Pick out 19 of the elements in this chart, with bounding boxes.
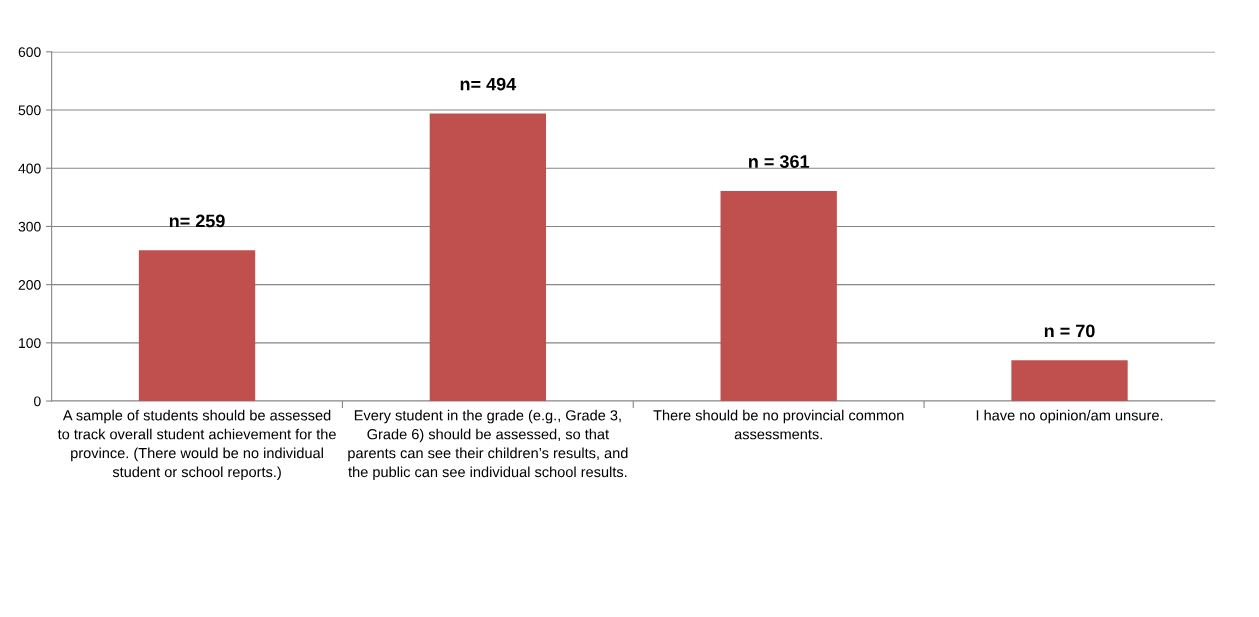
- x-tick-label: I have no opinion/am unsure.: [976, 409, 1163, 424]
- y-tick-label: 600: [18, 47, 41, 57]
- data-label: n = 70: [1044, 324, 1095, 338]
- data-label: n= 259: [169, 214, 225, 228]
- y-tick-label: 400: [18, 163, 41, 174]
- data-label: n = 361: [749, 155, 810, 168]
- y-tick-label: 0: [34, 396, 41, 407]
- x-tick-label: Every student in the grade (e.g., Grade 3, Grade 6) should be assessed, so that parents can see their children’s results, and the public can see individual school results.: [348, 409, 628, 481]
- y-tick-label: 300: [18, 221, 41, 232]
- y-tick-label: 500: [18, 105, 41, 116]
- bar: [138, 250, 256, 402]
- bar: [429, 113, 547, 402]
- bar: [720, 190, 837, 402]
- y-tick-label: 100: [19, 338, 41, 349]
- y-tick-label: 200: [18, 279, 41, 290]
- x-tick-label: A sample of students should be assessed to track overall student achievement for the province. (There would be no individual student or school reports.): [57, 409, 336, 481]
- bar: [1011, 360, 1128, 402]
- x-tick-label: There should be no provincial common assessments.: [653, 409, 904, 440]
- data-label: n= 494: [460, 77, 517, 91]
